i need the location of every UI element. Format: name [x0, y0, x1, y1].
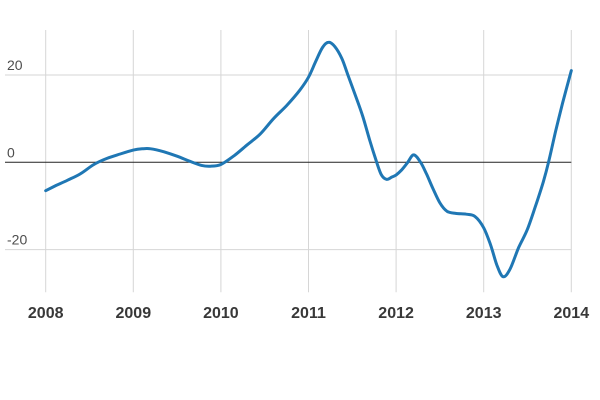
y-tick-label: 20 — [7, 57, 23, 73]
label-layer: 20 0 -20 2008 2009 2010 2011 2012 2013 2014 — [7, 57, 589, 322]
y-tick-label: 0 — [7, 144, 15, 160]
grid-layer — [5, 30, 572, 293]
data-series-line — [44, 40, 573, 279]
x-tick-label: 2013 — [466, 305, 502, 322]
x-tick-label: 2010 — [203, 305, 239, 322]
x-tick-label: 2008 — [28, 305, 64, 322]
x-tick-label: 2012 — [378, 305, 414, 322]
series-layer — [44, 40, 573, 279]
x-tick-label: 2014 — [554, 305, 590, 322]
x-tick-label: 2011 — [291, 305, 326, 322]
x-tick-label: 2009 — [116, 305, 152, 322]
y-tick-label: -20 — [7, 232, 27, 248]
